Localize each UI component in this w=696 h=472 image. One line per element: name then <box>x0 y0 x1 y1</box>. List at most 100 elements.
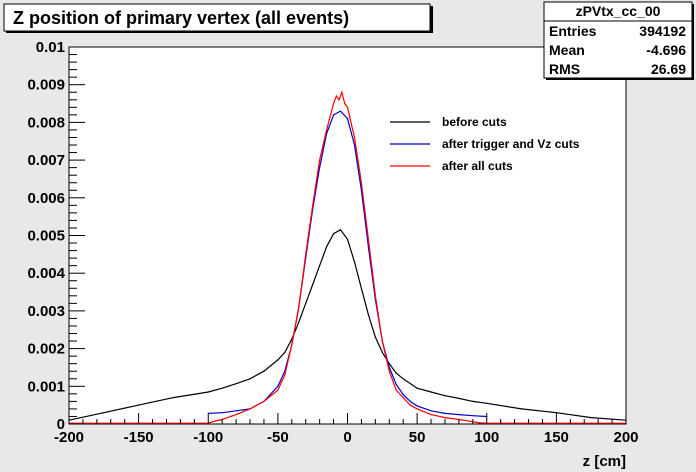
y-tick-label: 0 <box>57 416 65 433</box>
series-1-point <box>472 400 474 402</box>
series-3-point <box>305 253 307 255</box>
series-3-point <box>353 136 356 139</box>
x-tick-label: 0 <box>343 429 351 446</box>
title-box-shadow-bottom <box>6 31 433 33</box>
series-2-point <box>402 394 404 396</box>
stats-value-rms: 26.69 <box>651 61 686 77</box>
series-3-point <box>388 370 390 372</box>
series-1-point <box>284 351 286 353</box>
series-2-point <box>458 414 460 416</box>
legend-label-1: before cuts <box>442 115 507 129</box>
series-1-point <box>207 391 209 393</box>
series-3-point <box>346 106 349 108</box>
x-tick-label: -50 <box>267 429 289 446</box>
series-1-point <box>381 351 383 353</box>
series-1-point <box>138 404 140 406</box>
series-1-point <box>221 387 223 389</box>
series-1-point <box>172 397 174 399</box>
title-box-shadow-right <box>430 6 433 33</box>
series-1-point <box>430 391 432 393</box>
series-1-point <box>590 417 592 419</box>
stats-value-entries: 394192 <box>639 23 686 39</box>
series-2-point <box>472 415 474 417</box>
series-1-point <box>521 408 523 410</box>
series-3-point <box>263 400 265 402</box>
stats-box-shadow-bottom <box>546 78 694 80</box>
x-tick-label: -100 <box>193 429 223 446</box>
series-1-point <box>249 378 251 380</box>
stats-box: zPVtx_cc_00 Entries 394192 Mean -4.696 R… <box>543 1 694 80</box>
series-3-point <box>402 397 404 399</box>
series-1-point <box>458 397 460 399</box>
series-3-point <box>338 99 340 101</box>
series-1-point <box>312 283 314 286</box>
series-2-point <box>444 412 446 414</box>
stats-name: zPVtx_cc_00 <box>576 3 661 19</box>
series-1-point <box>374 336 376 338</box>
series-3-point <box>430 414 432 416</box>
stats-box-shadow-right <box>692 4 694 80</box>
series-1-point <box>346 238 349 240</box>
series-1-point <box>326 246 328 248</box>
series-3-point <box>395 389 397 391</box>
series-1-point <box>367 314 369 316</box>
y-tick-label: 0.001 <box>27 378 65 395</box>
series-3-point <box>214 420 216 422</box>
series-2-point <box>319 167 321 169</box>
series-1-point <box>103 412 105 414</box>
legend: before cuts after trigger and Vz cuts afte… <box>390 115 580 173</box>
series-1-point <box>277 359 279 361</box>
stats-label-mean: Mean <box>549 42 585 58</box>
series-1-point <box>305 302 307 304</box>
series-2-point <box>346 118 349 120</box>
series-1-point <box>360 287 362 289</box>
series-1-point <box>395 372 397 374</box>
series-3-point <box>360 182 362 184</box>
series-3-point <box>326 129 328 131</box>
series-3-point <box>335 95 337 97</box>
stats-value-mean: -4.696 <box>646 42 686 58</box>
stats-label-entries: Entries <box>549 23 597 39</box>
y-tick-label: 0.009 <box>27 77 65 94</box>
series-1-point <box>291 338 293 340</box>
y-tick-label: 0.003 <box>27 303 65 320</box>
series-1-point <box>444 395 446 397</box>
series-1-point <box>333 233 335 235</box>
series-3-point <box>249 408 251 410</box>
y-tick-label: 0.004 <box>27 265 65 282</box>
legend-label-3: after all cuts <box>442 159 513 173</box>
x-axis-title: z [cm] <box>583 453 626 470</box>
series-2-point <box>339 110 342 112</box>
series-3-point <box>291 344 293 346</box>
series-2-point <box>409 400 411 402</box>
stats-label-rms: RMS <box>549 61 580 77</box>
title-box-bg <box>3 3 431 32</box>
series-1-point <box>486 402 488 404</box>
legend-label-2: after trigger and Vz cuts <box>442 137 580 151</box>
series-2-point <box>277 385 279 387</box>
series-1-point <box>402 378 404 380</box>
series-2-point <box>235 410 237 412</box>
x-tick-label: -200 <box>54 429 84 446</box>
series-2-point <box>395 383 397 385</box>
series-3-point <box>409 404 411 406</box>
chart-title: Z position of primary vertex (all events… <box>13 8 349 28</box>
x-tick-label: 50 <box>409 429 426 446</box>
axes-layer: -200 -150 -100 -50 0 50 100 150 200 0 0.001 0.002 0.… <box>27 39 638 446</box>
series-3-point <box>341 91 343 93</box>
x-tick-label: 100 <box>474 429 499 446</box>
x-tick-label: 200 <box>613 429 638 446</box>
series-3-point <box>381 340 383 342</box>
series-3-point <box>374 295 376 297</box>
series-2-point <box>333 114 335 116</box>
x-tick-label: 150 <box>544 429 569 446</box>
series-3-point <box>319 159 321 161</box>
y-tick-label: 0.01 <box>36 39 65 56</box>
series-3-point <box>298 306 300 308</box>
series-line-3 <box>69 90 626 424</box>
series-1-point <box>235 383 237 385</box>
series-2-point <box>221 412 223 414</box>
y-tick-label: 0.007 <box>27 152 65 169</box>
y-tick-label: 0.002 <box>27 341 65 358</box>
